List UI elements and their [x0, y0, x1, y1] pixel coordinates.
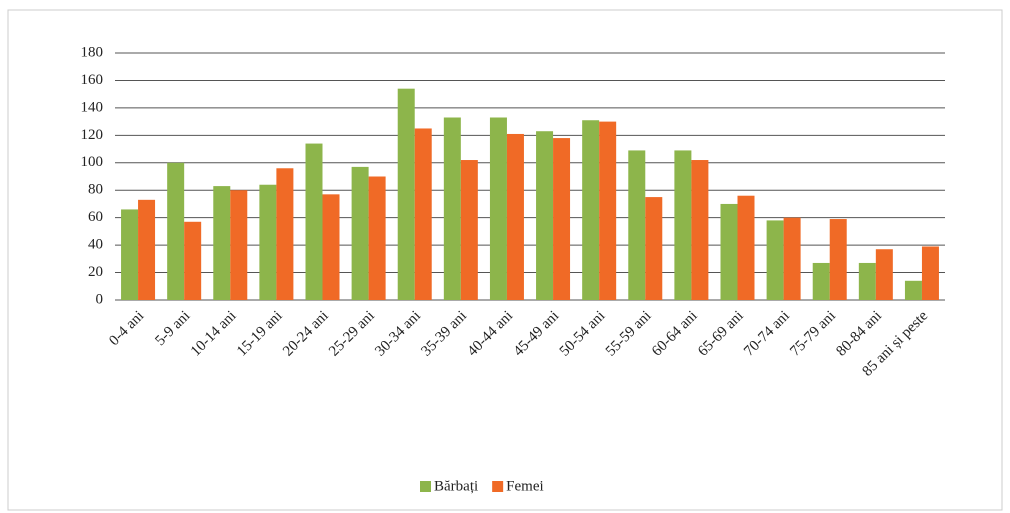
bar	[121, 209, 139, 300]
bar	[582, 120, 600, 300]
legend-swatch	[420, 481, 431, 492]
y-tick-label: 40	[88, 237, 103, 253]
bar	[829, 219, 847, 300]
bar	[536, 131, 554, 300]
bar	[599, 121, 617, 300]
bar	[167, 162, 185, 300]
bar	[138, 199, 156, 300]
bar	[397, 88, 415, 300]
bar	[506, 133, 524, 300]
bar	[921, 246, 939, 300]
bar	[460, 160, 478, 300]
y-tick-label: 80	[88, 182, 103, 198]
bar	[783, 217, 801, 300]
y-tick-label: 60	[88, 209, 103, 225]
y-tick-label: 160	[81, 72, 104, 88]
bar	[875, 249, 893, 300]
bar	[553, 138, 571, 300]
bar	[276, 168, 294, 300]
bar	[737, 195, 755, 300]
bar	[259, 184, 277, 300]
y-tick-label: 20	[88, 264, 103, 280]
bar	[351, 166, 369, 300]
bar	[645, 197, 663, 300]
bar	[904, 280, 922, 300]
bar	[305, 143, 323, 300]
bar	[184, 221, 202, 300]
bar	[489, 117, 507, 300]
bar	[322, 194, 340, 300]
bar	[213, 186, 231, 300]
bar	[858, 262, 876, 300]
bar	[674, 150, 692, 300]
bar	[368, 176, 386, 300]
y-tick-label: 120	[81, 127, 104, 143]
bar	[414, 128, 432, 300]
y-tick-label: 180	[81, 44, 104, 60]
legend-swatch	[492, 481, 504, 492]
y-tick-label: 140	[81, 99, 104, 115]
bar	[720, 203, 738, 300]
legend-label: Bărbați	[434, 478, 478, 494]
y-tick-label: 0	[96, 291, 104, 307]
y-tick-label: 100	[81, 154, 104, 170]
bar	[443, 117, 461, 300]
legend-label: Femei	[506, 478, 544, 494]
bar	[230, 190, 248, 300]
bar	[691, 160, 709, 300]
bar	[812, 262, 830, 300]
bar	[628, 150, 646, 300]
bar	[766, 220, 784, 300]
